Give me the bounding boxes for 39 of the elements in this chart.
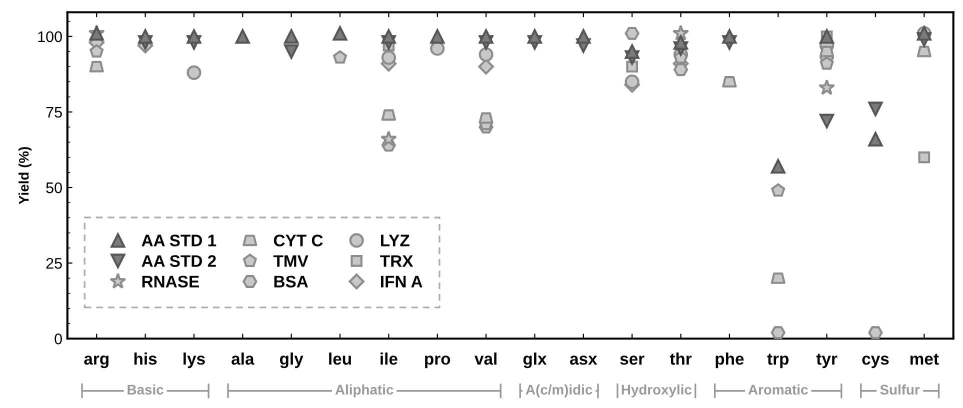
text: Aromatic [748,384,808,395]
x-tick-label: lys [184,352,205,368]
x-tick-label: ala [232,352,254,365]
x-tick-label: leu [329,352,351,365]
legend-label: IFN A [381,276,422,288]
text: Hydroxylic [622,384,692,398]
x-tick-label: met [910,354,939,365]
x-tick-label: val [474,352,496,365]
text: Aliphatic [335,384,394,398]
x-tick-label: arg [84,356,108,368]
y-tick-label: 25 [46,258,62,269]
legend-label: RNASE [142,276,199,288]
text: Basic [128,384,164,395]
x-tick-label: ser [620,356,644,365]
x-tick-label: asx [570,356,598,365]
x-tick-label: cys [862,356,889,368]
legend-label: TRX [380,255,414,267]
legend-label: TMV [273,255,308,267]
x-tick-label: ile [380,352,398,365]
x-tick-label: his [134,352,157,365]
x-tick-label: tyr [816,354,838,368]
text: A(c/m)idic [526,384,592,398]
y-tick-label: 75 [46,107,62,118]
y-tick-label: 100 [38,31,62,42]
x-tick-label: gly [280,352,304,368]
y-tick-label: 0 [54,334,62,344]
y-axis-title: Yield (%) [18,147,32,204]
legend-label: AA STD 2 [142,255,216,267]
legend-label: LYZ [381,234,410,246]
x-tick-label: thr [670,352,692,365]
text: Sulfur [880,384,920,395]
legend-label: CYT C [274,234,323,246]
x-tick-label: pro [425,356,450,368]
x-tick-label: trp [767,354,789,368]
y-tick-label: 50 [46,182,62,194]
legend-label: AA STD 1 [142,234,216,246]
x-tick-label: phe [716,352,744,368]
legend-label: BSA [274,276,308,288]
x-tick-label: glx [523,352,547,368]
